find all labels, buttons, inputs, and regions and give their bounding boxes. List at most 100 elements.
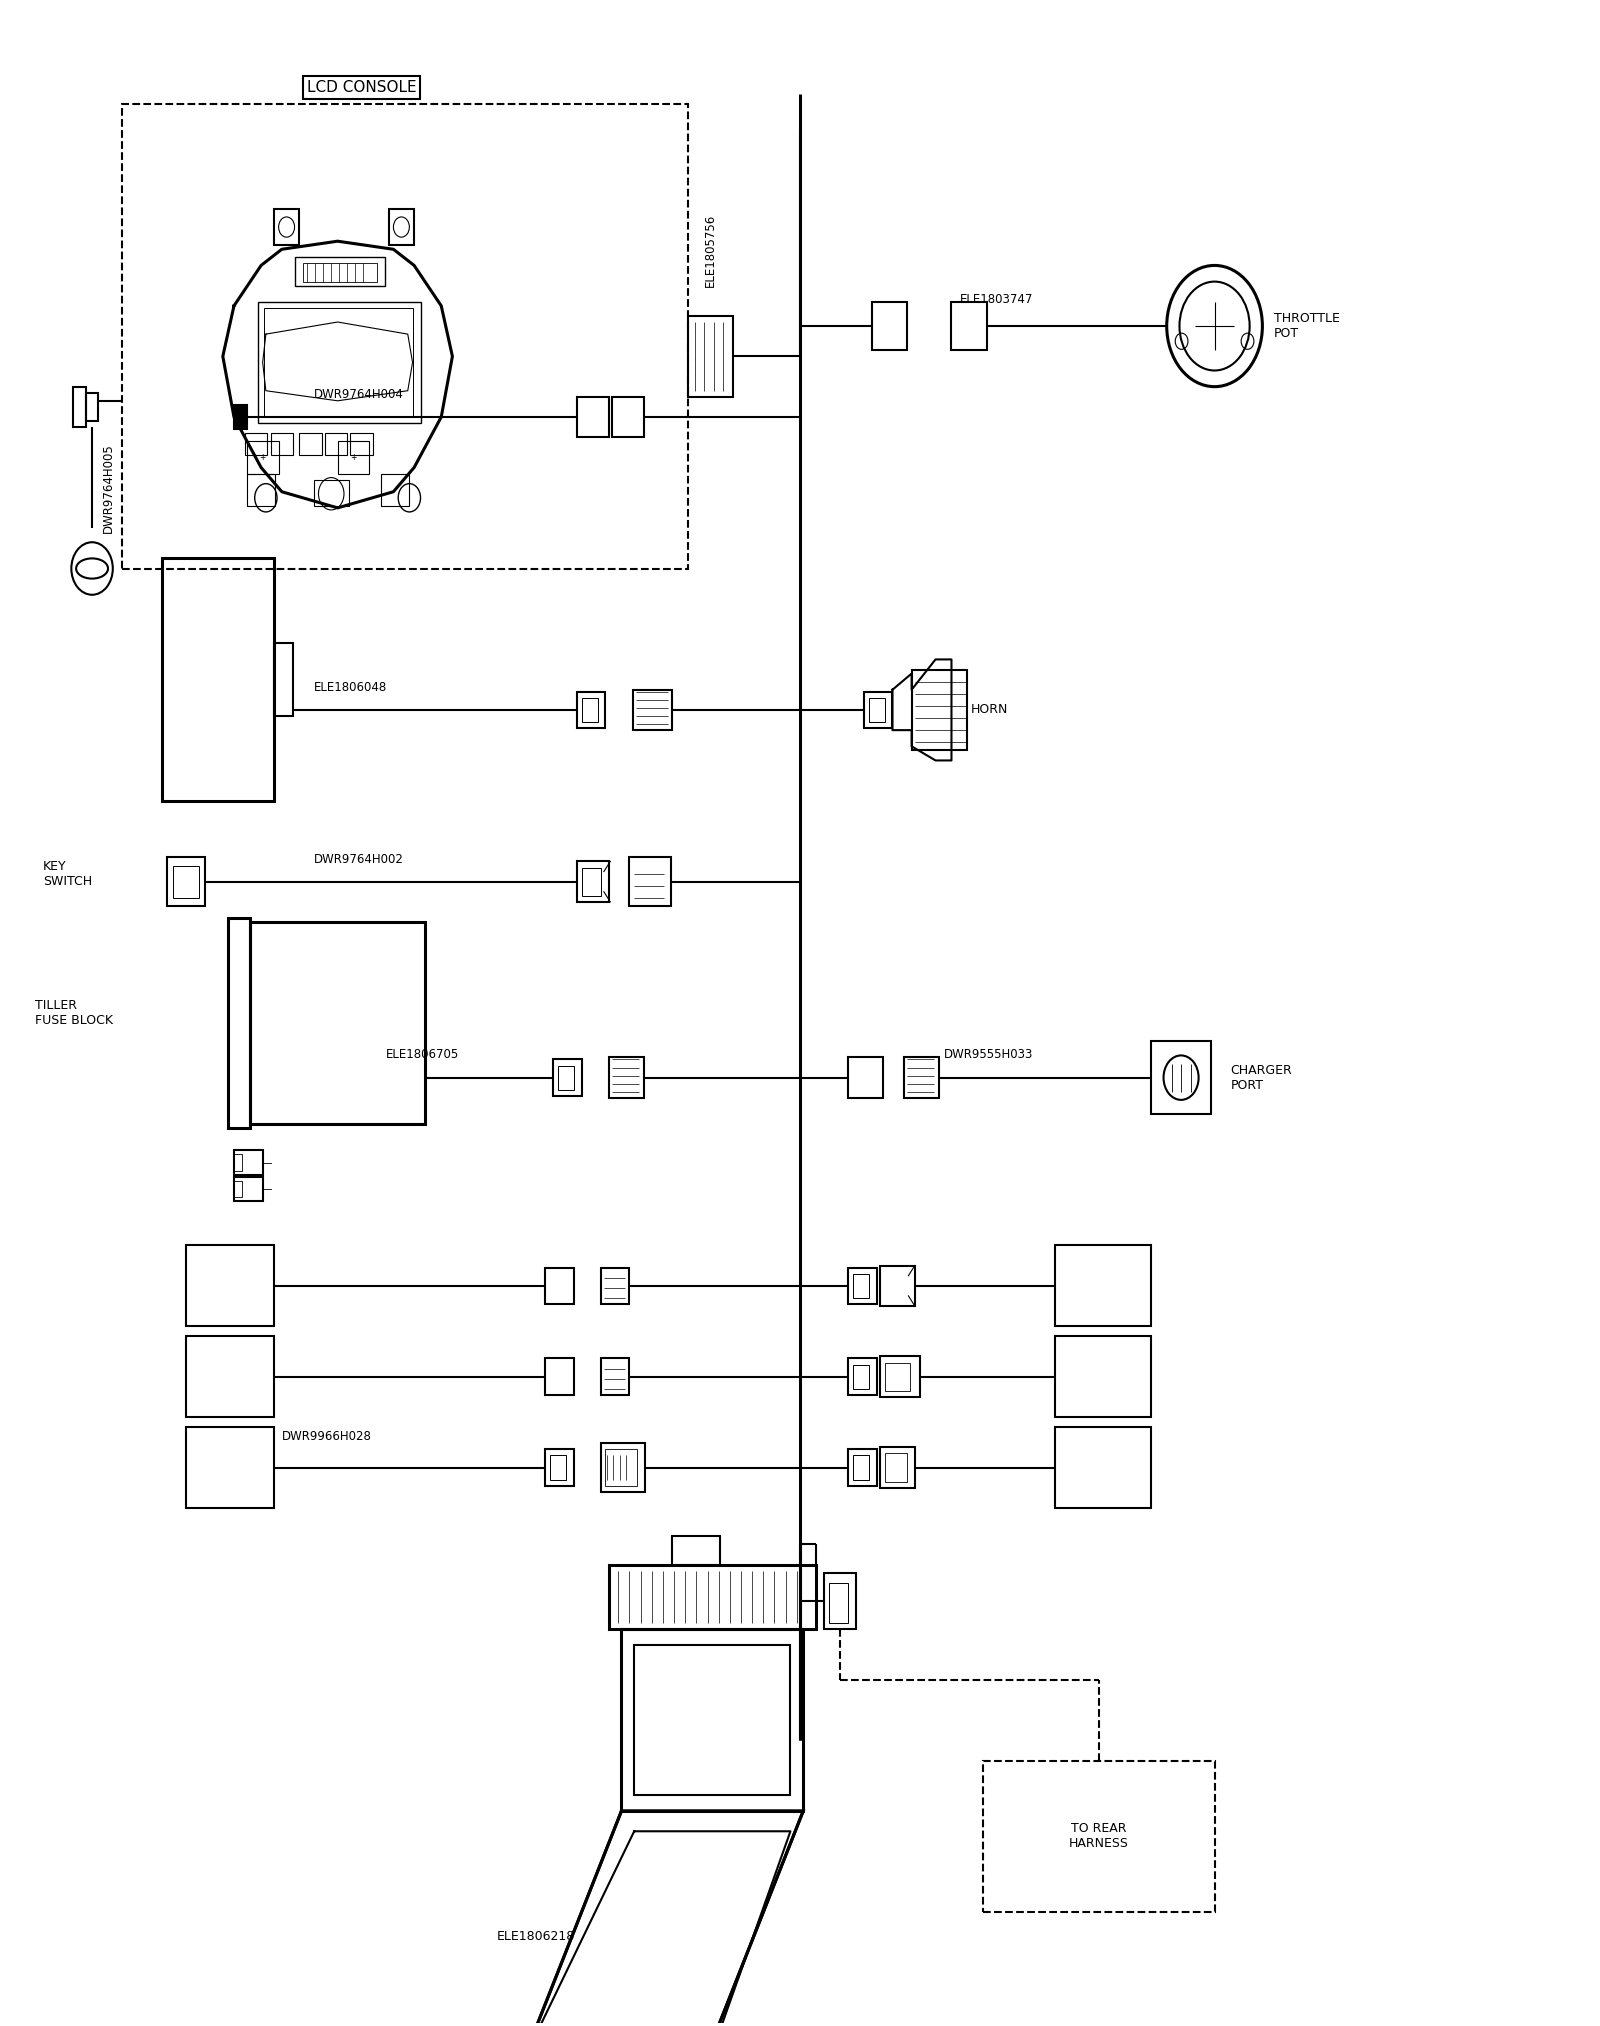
Text: HORN: HORN (971, 703, 1008, 717)
Bar (688, 316, 733, 397)
Text: ELE1806048: ELE1806048 (314, 681, 387, 693)
Bar (632, 689, 672, 729)
Bar (558, 1066, 573, 1090)
Bar (554, 1060, 581, 1096)
Bar (848, 1058, 883, 1098)
Bar (546, 1359, 573, 1394)
Bar (246, 442, 278, 474)
Bar (912, 669, 968, 750)
Bar (1150, 1041, 1211, 1114)
Bar (600, 1359, 629, 1394)
Bar (186, 1337, 274, 1416)
Bar (634, 1645, 790, 1795)
Bar (338, 442, 370, 474)
Bar (325, 434, 347, 456)
Polygon shape (526, 1811, 803, 2026)
Bar (234, 1181, 242, 1197)
Text: LCD CONSOLE: LCD CONSOLE (307, 81, 416, 95)
Bar (880, 1266, 915, 1307)
Text: THROTTLE
POT: THROTTLE POT (1274, 312, 1339, 340)
Bar (166, 857, 205, 906)
Bar (299, 434, 322, 456)
Bar (227, 918, 250, 1128)
Text: ELE1806705: ELE1806705 (386, 1049, 459, 1062)
Bar (258, 302, 421, 423)
Bar (869, 697, 885, 721)
Bar (864, 691, 893, 727)
Text: DWR9764H002: DWR9764H002 (314, 853, 403, 865)
Bar (848, 1268, 877, 1305)
Bar (270, 434, 293, 456)
Text: ELE1803747: ELE1803747 (960, 294, 1034, 306)
Bar (853, 1455, 869, 1479)
Bar (274, 209, 299, 245)
Bar (546, 1449, 573, 1485)
Bar (672, 1536, 720, 1564)
Text: TO REAR
HARNESS: TO REAR HARNESS (1069, 1821, 1130, 1850)
Bar (550, 1455, 566, 1479)
Bar (904, 1058, 939, 1098)
Text: DWR9555H033: DWR9555H033 (944, 1049, 1034, 1062)
Bar (173, 865, 198, 898)
Bar (853, 1366, 869, 1388)
Bar (186, 1426, 274, 1507)
Bar (246, 474, 275, 506)
Text: KEY
SWITCH: KEY SWITCH (43, 859, 91, 887)
Bar (234, 1177, 262, 1201)
Bar (314, 480, 349, 506)
Bar (576, 397, 608, 438)
Text: ELE1805756: ELE1805756 (704, 213, 717, 288)
Bar (600, 1268, 629, 1305)
Text: ELE1806218: ELE1806218 (498, 1931, 576, 1943)
Bar (885, 1363, 910, 1390)
Text: TILLER
FUSE BLOCK: TILLER FUSE BLOCK (35, 999, 112, 1027)
Bar (880, 1447, 915, 1487)
Text: DWR9966H028: DWR9966H028 (282, 1430, 371, 1443)
Bar (294, 257, 386, 286)
Bar (600, 1443, 645, 1491)
Bar (1054, 1246, 1150, 1327)
Bar (389, 209, 414, 245)
Bar (621, 1629, 803, 1811)
Bar (250, 922, 426, 1124)
Bar (880, 1357, 920, 1396)
Bar (608, 1058, 643, 1098)
Bar (581, 697, 597, 721)
Bar (122, 103, 688, 569)
Bar (546, 1268, 573, 1305)
Text: +: + (259, 454, 266, 462)
Bar (162, 559, 274, 800)
Bar (302, 263, 378, 282)
Bar (848, 1359, 877, 1394)
Bar (885, 1453, 907, 1481)
Bar (581, 867, 600, 895)
Bar (605, 1449, 637, 1485)
Bar (608, 1564, 816, 1629)
Bar (576, 691, 605, 727)
Bar (576, 861, 608, 902)
Bar (381, 474, 410, 506)
Bar (74, 387, 86, 427)
Bar (350, 434, 373, 456)
Bar (984, 1761, 1214, 1913)
Bar (824, 1572, 856, 1629)
Bar (848, 1449, 877, 1485)
Bar (234, 1155, 242, 1171)
Bar (245, 434, 267, 456)
Bar (1054, 1337, 1150, 1416)
Text: DWR9764H004: DWR9764H004 (314, 387, 403, 401)
Bar (952, 302, 987, 350)
Bar (234, 1151, 262, 1175)
Bar (611, 397, 643, 438)
Bar (629, 857, 670, 906)
Bar (86, 393, 99, 421)
Text: +: + (350, 454, 357, 462)
Bar (234, 405, 246, 430)
Bar (186, 1246, 274, 1327)
Bar (829, 1582, 848, 1623)
Text: CHARGER
PORT: CHARGER PORT (1230, 1064, 1293, 1092)
Bar (853, 1274, 869, 1299)
Bar (264, 308, 413, 417)
Text: DWR9764H005: DWR9764H005 (101, 444, 115, 533)
Bar (274, 644, 293, 715)
